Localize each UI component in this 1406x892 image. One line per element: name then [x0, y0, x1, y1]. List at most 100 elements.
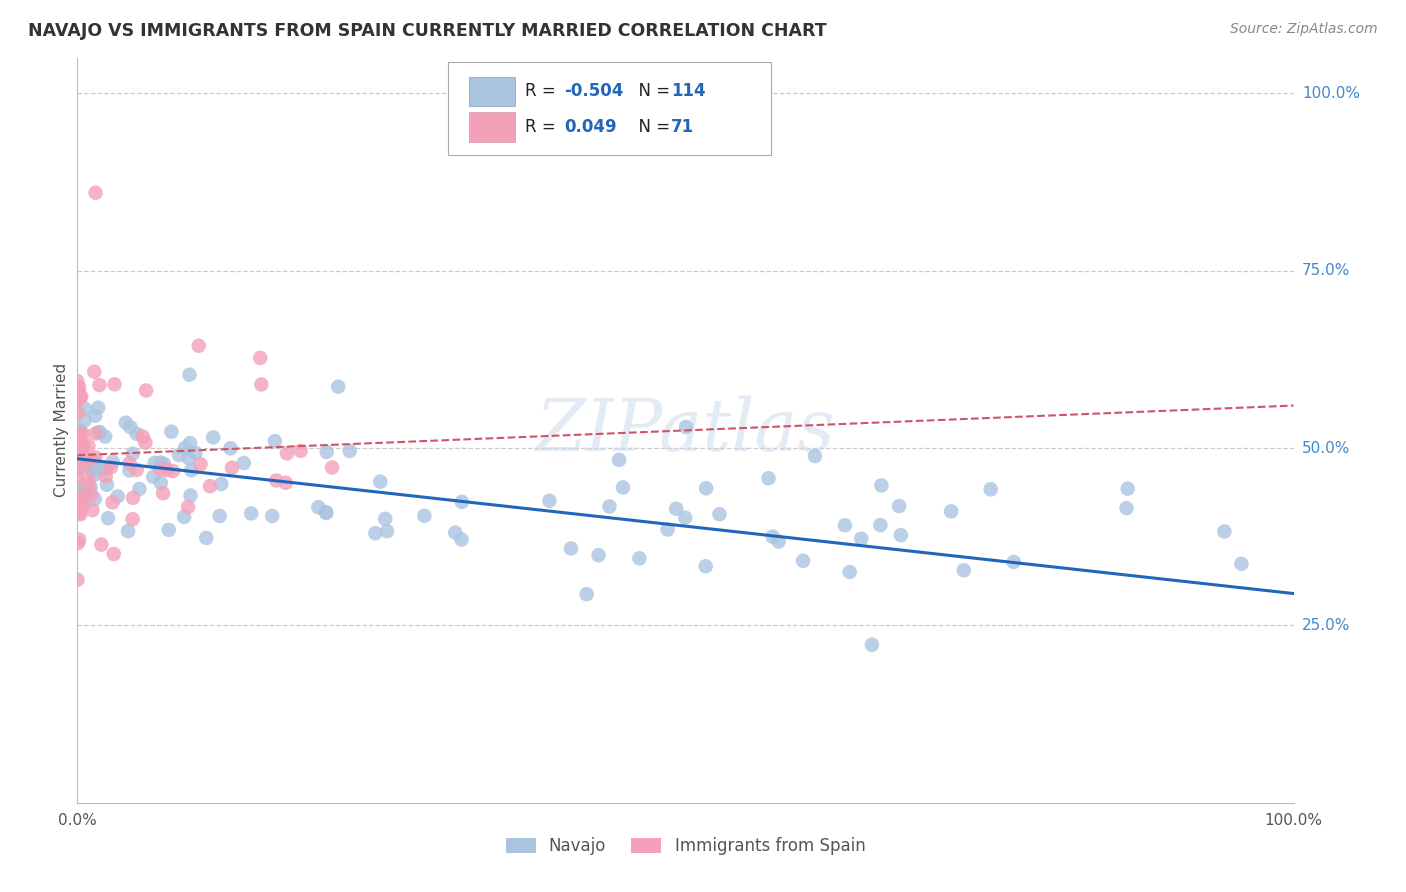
- Point: [80, 488, 103, 502]
- Point: [67, 533, 90, 547]
- Point: [152, 486, 174, 500]
- Point: [69, 497, 91, 511]
- Point: [84, 186, 107, 200]
- Point: [695, 559, 717, 574]
- Point: [72, 491, 94, 506]
- Point: [307, 500, 329, 515]
- Point: [80, 463, 103, 477]
- Point: [75, 401, 97, 416]
- Point: [162, 464, 184, 478]
- Point: [80, 480, 103, 494]
- Point: [67, 384, 90, 398]
- Point: [135, 384, 157, 398]
- Point: [890, 528, 912, 542]
- Point: [209, 477, 232, 491]
- Point: [221, 460, 243, 475]
- Point: [249, 351, 271, 365]
- Point: [100, 460, 122, 475]
- Point: [77, 452, 100, 467]
- Point: [96, 477, 118, 491]
- Point: [107, 489, 129, 503]
- Text: Source: ZipAtlas.com: Source: ZipAtlas.com: [1230, 22, 1378, 37]
- Point: [84, 426, 107, 441]
- Point: [665, 501, 688, 516]
- Point: [89, 378, 111, 392]
- Point: [262, 508, 284, 523]
- Point: [122, 491, 145, 505]
- Point: [250, 377, 273, 392]
- Point: [153, 457, 176, 471]
- Point: [838, 565, 860, 579]
- Point: [66, 406, 89, 420]
- Point: [157, 523, 180, 537]
- Point: [83, 365, 105, 379]
- Text: 71: 71: [671, 119, 695, 136]
- Point: [94, 461, 117, 475]
- Point: [939, 504, 962, 518]
- Point: [69, 390, 91, 404]
- Text: NAVAJO VS IMMIGRANTS FROM SPAIN CURRENTLY MARRIED CORRELATION CHART: NAVAJO VS IMMIGRANTS FROM SPAIN CURRENTL…: [28, 22, 827, 40]
- Point: [607, 453, 630, 467]
- Point: [73, 451, 96, 466]
- Text: N =: N =: [628, 119, 676, 136]
- Point: [66, 457, 89, 471]
- Point: [90, 538, 112, 552]
- Point: [374, 512, 396, 526]
- Point: [375, 524, 398, 538]
- Point: [198, 479, 221, 493]
- Point: [125, 463, 148, 477]
- Point: [134, 435, 156, 450]
- Point: [103, 547, 125, 561]
- Point: [66, 500, 89, 515]
- Text: N =: N =: [628, 82, 676, 101]
- Point: [657, 523, 679, 537]
- Point: [870, 478, 893, 492]
- Point: [120, 420, 142, 434]
- Point: [67, 461, 90, 475]
- Point: [69, 391, 91, 405]
- Point: [240, 507, 263, 521]
- Point: [114, 416, 136, 430]
- Point: [67, 427, 90, 442]
- Point: [67, 491, 90, 506]
- Point: [208, 508, 231, 523]
- Point: [952, 563, 974, 577]
- Point: [1116, 482, 1139, 496]
- Point: [117, 524, 139, 538]
- Y-axis label: Currently Married: Currently Married: [53, 363, 69, 498]
- Point: [321, 460, 343, 475]
- Point: [66, 471, 89, 485]
- Point: [69, 490, 91, 504]
- Point: [695, 481, 717, 495]
- Point: [118, 456, 141, 470]
- Point: [889, 499, 911, 513]
- Point: [70, 442, 93, 456]
- Text: R =: R =: [524, 82, 561, 101]
- Point: [368, 475, 391, 489]
- Point: [132, 429, 155, 443]
- Point: [266, 474, 288, 488]
- Point: [103, 377, 125, 392]
- Point: [121, 447, 143, 461]
- Point: [187, 339, 209, 353]
- Point: [190, 457, 212, 471]
- Point: [76, 471, 98, 485]
- Point: [364, 526, 387, 541]
- Point: [538, 493, 561, 508]
- Point: [869, 518, 891, 533]
- Point: [598, 500, 620, 514]
- Point: [156, 463, 179, 477]
- Point: [274, 475, 297, 490]
- FancyBboxPatch shape: [449, 62, 770, 155]
- Point: [758, 471, 780, 485]
- Point: [77, 477, 100, 491]
- Text: R =: R =: [524, 119, 561, 136]
- Point: [72, 437, 94, 451]
- Point: [67, 380, 90, 394]
- Point: [101, 455, 124, 469]
- Point: [94, 429, 117, 443]
- Point: [67, 449, 90, 463]
- Point: [67, 506, 90, 520]
- Point: [160, 425, 183, 439]
- Text: 75.0%: 75.0%: [1302, 263, 1350, 278]
